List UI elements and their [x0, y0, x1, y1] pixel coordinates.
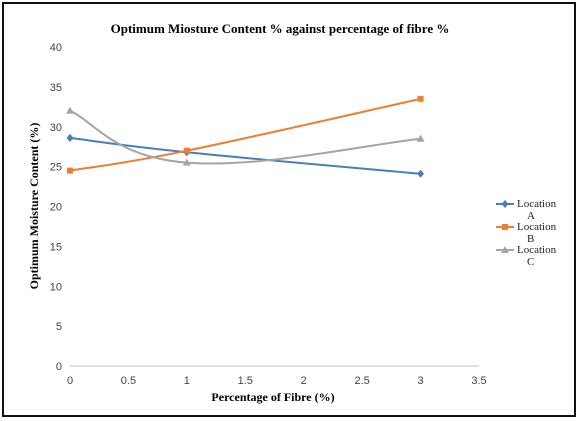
- legend-label-line: A: [527, 210, 535, 222]
- y-axis-label: Optimum Moisture Content (%): [27, 123, 41, 290]
- chart-title: Optimum Miosture Content % against perce…: [111, 21, 450, 36]
- legend-label-line: B: [527, 233, 534, 245]
- y-tick-label: 15: [50, 241, 62, 253]
- legend-label-line: C: [527, 256, 534, 268]
- y-tick-label: 5: [56, 321, 62, 333]
- legend-marker: [501, 200, 509, 208]
- legend-label-line: Location: [517, 198, 557, 210]
- data-point: [66, 133, 74, 142]
- axes: 0 5 10 15 20 25 30 35 40 0 0.5 1 1.5 2 2.5 3 3.5: [50, 42, 487, 387]
- x-tick-label: 1: [184, 375, 190, 387]
- x-tick-label: 3.5: [471, 375, 486, 387]
- x-tick-label: 0.5: [121, 375, 136, 387]
- legend-label: Location B: [517, 221, 557, 245]
- legend-entry: Location B: [496, 221, 557, 245]
- series-line: [69, 136, 421, 175]
- y-tick-label: 10: [50, 281, 62, 293]
- legend-label: Location C: [517, 244, 557, 268]
- x-tick-label: 2: [301, 375, 307, 387]
- series-2: [66, 106, 425, 166]
- x-tick-label: 1.5: [238, 375, 253, 387]
- legend-marker: [502, 224, 508, 230]
- data-point: [417, 169, 425, 178]
- series-line: [69, 109, 421, 165]
- series-0: [66, 133, 425, 178]
- x-axis-label: Percentage of Fibre (%): [211, 390, 334, 404]
- data-point: [183, 147, 190, 154]
- y-tick-label: 20: [50, 202, 62, 214]
- series-layer: [66, 95, 425, 178]
- legend-entry: Location A: [496, 198, 557, 222]
- x-tick-label: 0: [67, 375, 73, 387]
- legend-label-line: Location: [517, 244, 557, 256]
- x-tick-label: 3: [418, 375, 424, 387]
- data-point: [182, 158, 191, 166]
- data-point: [66, 106, 74, 114]
- legend-entry: Location C: [496, 244, 557, 268]
- chart-frame: [2, 2, 576, 417]
- data-point: [67, 167, 73, 174]
- legend-marker: [501, 246, 509, 253]
- y-tick-label: 25: [50, 162, 62, 174]
- series-line: [69, 97, 421, 172]
- legend-label: Location A: [517, 198, 557, 222]
- data-point: [416, 134, 425, 142]
- y-tick-label: 0: [56, 361, 62, 373]
- y-tick-label: 40: [50, 42, 62, 54]
- y-tick-label: 30: [50, 122, 62, 134]
- x-tick-label: 2.5: [354, 375, 369, 387]
- legend-label-line: Location: [517, 221, 557, 233]
- data-point: [417, 95, 424, 102]
- series-1: [67, 95, 424, 174]
- y-tick-label: 35: [50, 82, 62, 94]
